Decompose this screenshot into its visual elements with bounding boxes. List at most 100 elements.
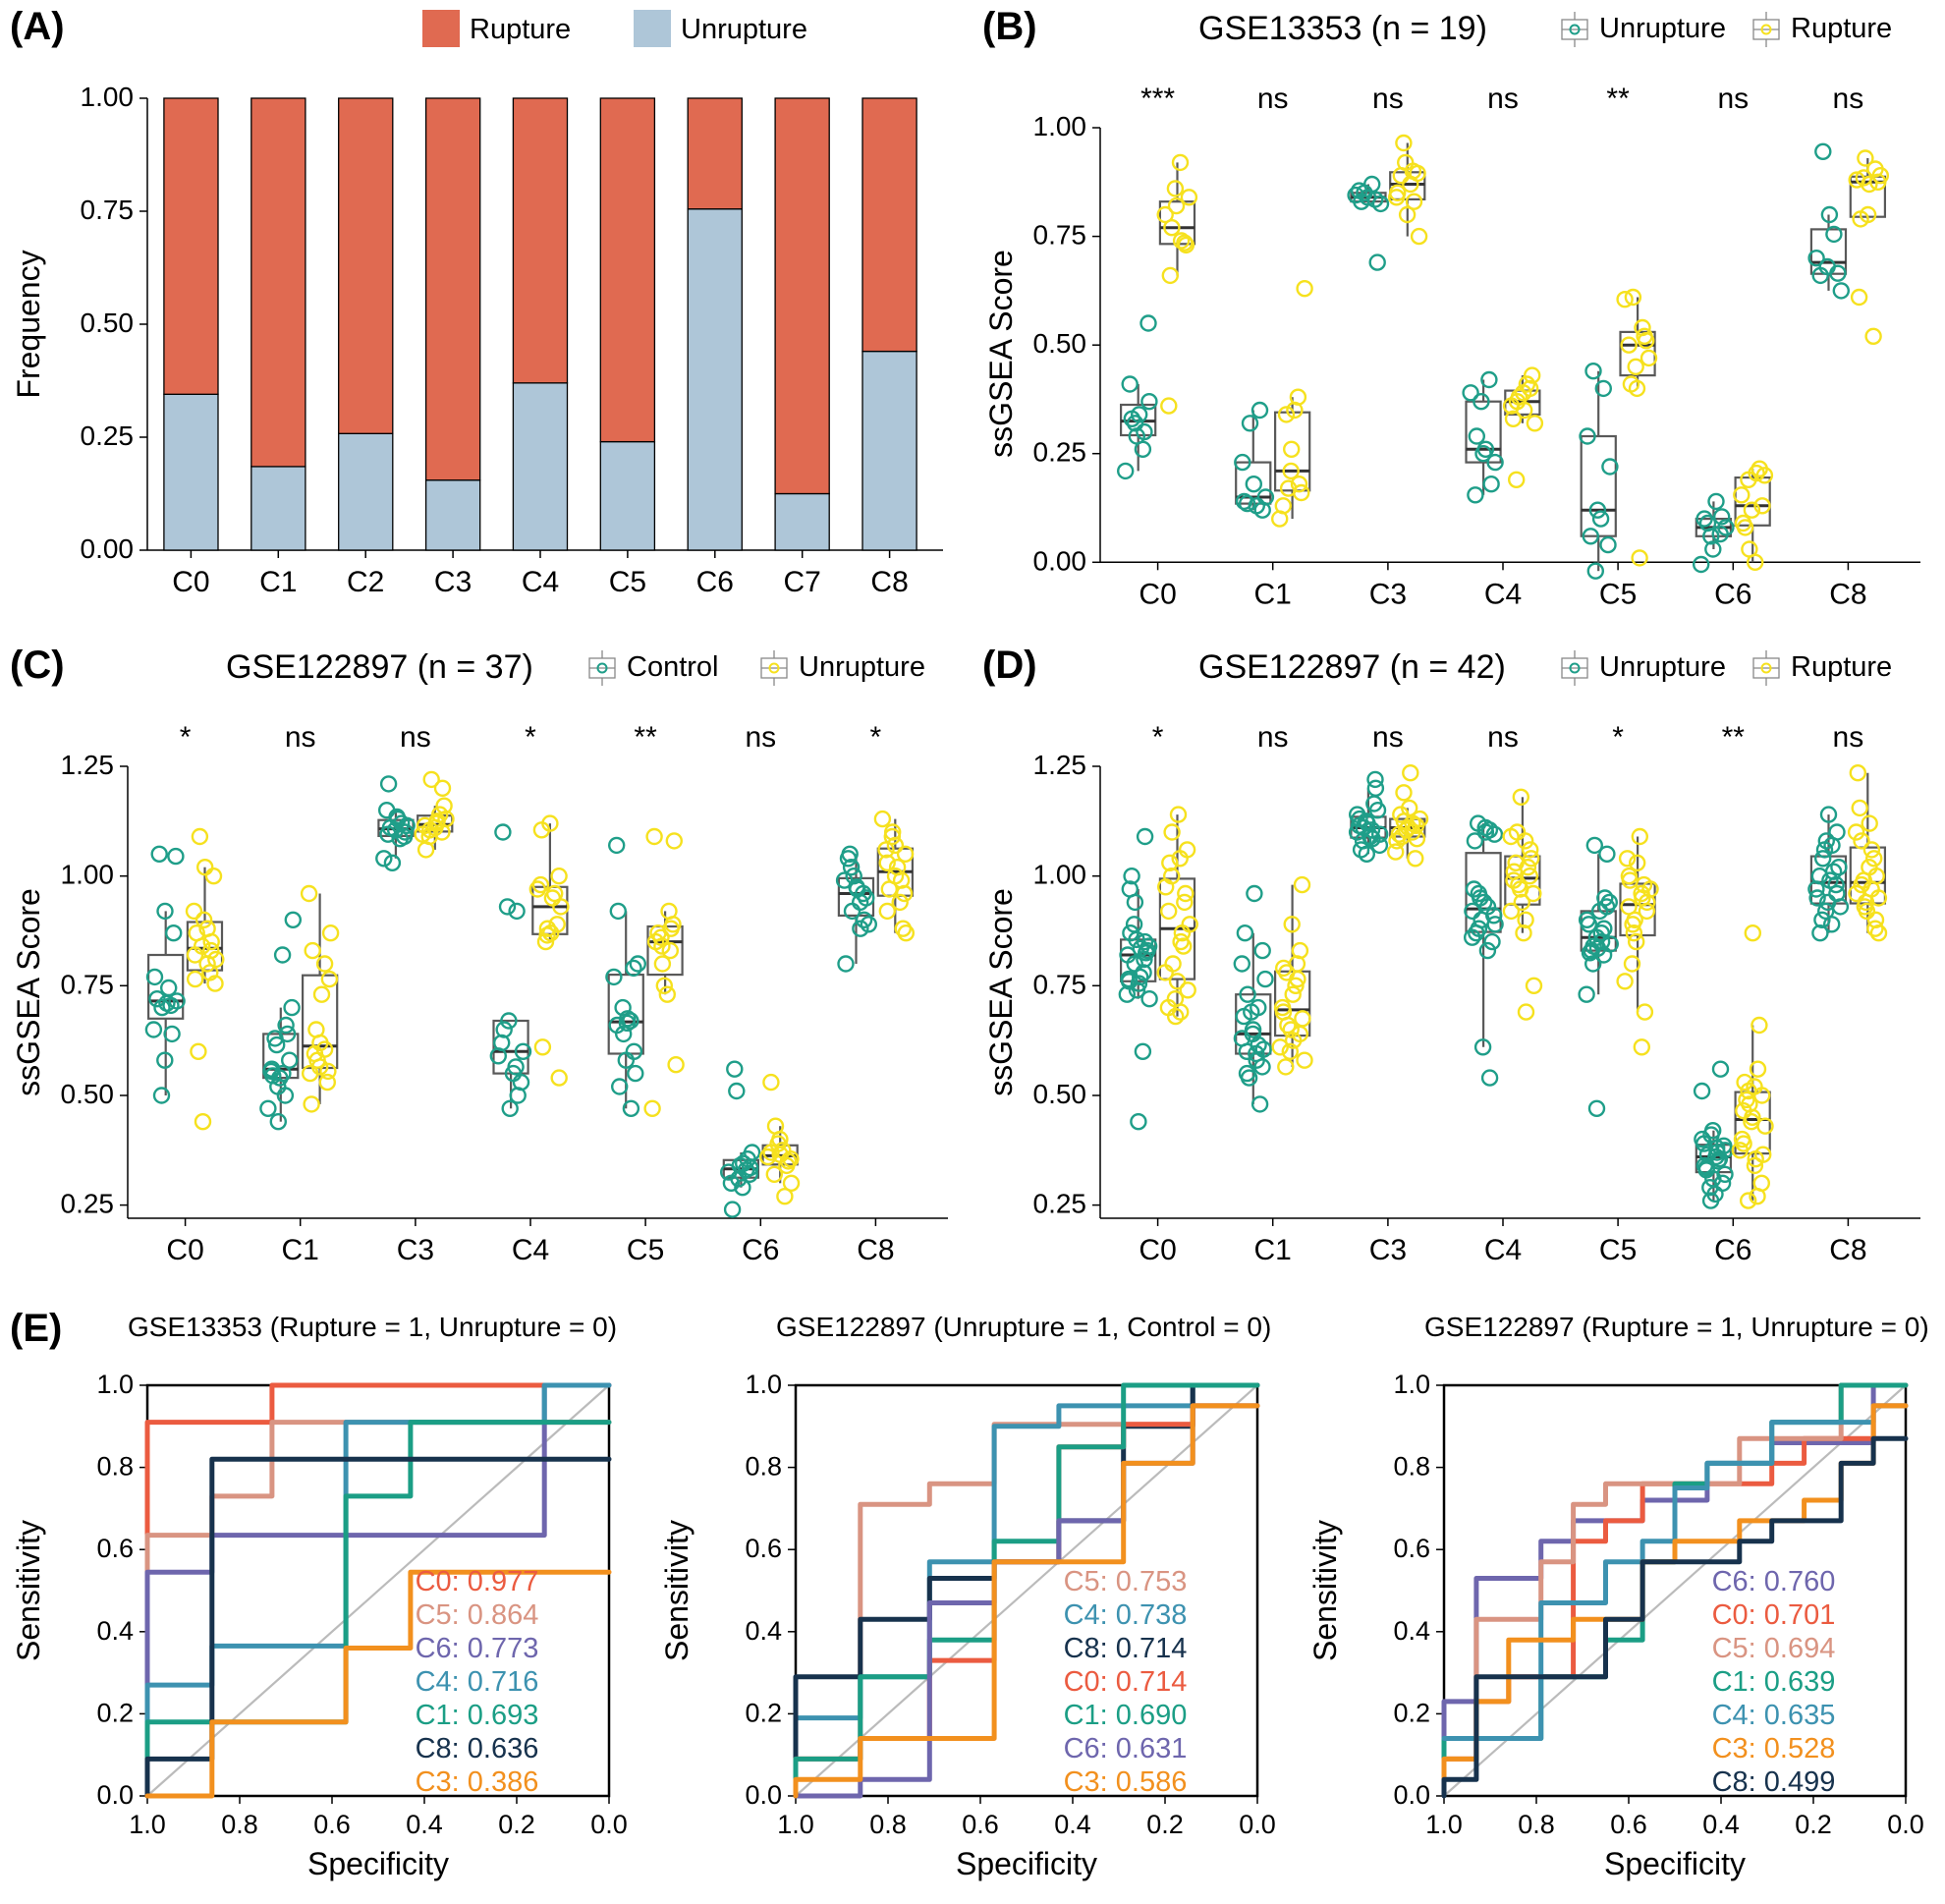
svg-text:ns: ns: [1833, 721, 1864, 754]
svg-text:C3: 0.528: C3: 0.528: [1712, 1733, 1836, 1764]
svg-text:0.25: 0.25: [1033, 437, 1087, 468]
svg-text:GSE122897 (Rupture = 1, Unrupt: GSE122897 (Rupture = 1, Unrupture = 0): [1424, 1312, 1929, 1342]
svg-text:0.00: 0.00: [1033, 545, 1087, 576]
svg-text:***: ***: [1140, 83, 1175, 115]
svg-text:ssGSEA Score: ssGSEA Score: [11, 888, 46, 1096]
svg-text:C1: C1: [282, 1234, 319, 1266]
svg-text:(C): (C): [10, 644, 65, 687]
svg-text:Unrupture: Unrupture: [799, 651, 925, 683]
svg-text:0.2: 0.2: [498, 1810, 535, 1839]
svg-text:1.0: 1.0: [1425, 1810, 1463, 1839]
svg-text:1.00: 1.00: [1033, 860, 1087, 890]
svg-text:C8: 0.636: C8: 0.636: [416, 1733, 539, 1764]
svg-text:1.0: 1.0: [745, 1370, 782, 1399]
svg-text:0.2: 0.2: [745, 1698, 782, 1727]
svg-text:C1: 0.690: C1: 0.690: [1064, 1700, 1188, 1731]
svg-text:0.0: 0.0: [1239, 1810, 1276, 1839]
svg-text:C1: C1: [259, 566, 297, 598]
svg-text:0.50: 0.50: [61, 1079, 115, 1109]
svg-text:0.4: 0.4: [1393, 1616, 1430, 1646]
svg-text:0.25: 0.25: [1033, 1189, 1087, 1219]
svg-text:C1: C1: [1254, 578, 1292, 610]
svg-text:C5: C5: [609, 566, 646, 598]
svg-text:*: *: [1612, 721, 1624, 754]
svg-text:GSE122897 (n = 42): GSE122897 (n = 42): [1198, 648, 1506, 686]
svg-text:0.0: 0.0: [590, 1810, 628, 1839]
svg-text:C6: 0.631: C6: 0.631: [1064, 1733, 1188, 1764]
svg-text:*: *: [525, 721, 536, 754]
svg-text:**: **: [1606, 83, 1630, 115]
svg-text:C5: C5: [1599, 1234, 1637, 1266]
svg-text:(D): (D): [982, 644, 1037, 687]
svg-text:C0: C0: [166, 1234, 203, 1266]
svg-text:C3: 0.386: C3: 0.386: [416, 1766, 539, 1798]
svg-text:1.25: 1.25: [61, 750, 115, 780]
svg-text:0.0: 0.0: [1393, 1780, 1430, 1810]
svg-text:ns: ns: [400, 721, 431, 754]
svg-text:C4: C4: [1484, 1234, 1522, 1266]
svg-text:0.8: 0.8: [869, 1810, 907, 1839]
svg-text:0.25: 0.25: [61, 1189, 115, 1219]
svg-text:C5: 0.864: C5: 0.864: [416, 1599, 539, 1631]
svg-text:C5: 0.753: C5: 0.753: [1064, 1566, 1188, 1597]
svg-text:1.00: 1.00: [61, 860, 115, 890]
svg-text:*: *: [870, 721, 882, 754]
svg-text:ssGSEA Score: ssGSEA Score: [983, 250, 1019, 458]
svg-text:ns: ns: [1487, 83, 1519, 115]
svg-text:C5: C5: [1599, 578, 1637, 610]
svg-text:Sensitivity: Sensitivity: [1307, 1520, 1343, 1661]
svg-text:C7: C7: [784, 566, 821, 598]
svg-text:C8: C8: [870, 566, 908, 598]
svg-text:C0: 0.701: C0: 0.701: [1712, 1599, 1836, 1631]
svg-text:0.6: 0.6: [1393, 1534, 1430, 1563]
svg-text:0.0: 0.0: [1887, 1810, 1924, 1839]
svg-text:0.8: 0.8: [221, 1810, 258, 1839]
svg-text:Specificity: Specificity: [1604, 1846, 1746, 1881]
svg-text:0.8: 0.8: [1393, 1452, 1430, 1482]
svg-text:ns: ns: [1257, 721, 1289, 754]
svg-text:GSE122897 (n = 37): GSE122897 (n = 37): [226, 648, 533, 686]
svg-text:ns: ns: [1372, 83, 1404, 115]
svg-text:Specificity: Specificity: [956, 1846, 1097, 1881]
svg-text:0.50: 0.50: [1033, 1079, 1087, 1109]
svg-text:Rupture: Rupture: [470, 14, 571, 45]
svg-text:ns: ns: [1833, 83, 1864, 115]
svg-text:Sensitivity: Sensitivity: [659, 1520, 695, 1661]
svg-text:C6: 0.760: C6: 0.760: [1712, 1566, 1836, 1597]
svg-text:0.2: 0.2: [1795, 1810, 1832, 1839]
svg-text:0.0: 0.0: [96, 1780, 134, 1810]
svg-text:1.0: 1.0: [96, 1370, 134, 1399]
svg-text:GSE13353 (n = 19): GSE13353 (n = 19): [1198, 10, 1487, 47]
svg-text:0.75: 0.75: [61, 969, 115, 999]
svg-text:Control: Control: [627, 651, 719, 683]
svg-text:0.75: 0.75: [1033, 969, 1087, 999]
svg-text:ssGSEA Score: ssGSEA Score: [983, 888, 1019, 1096]
svg-text:C0: C0: [1139, 578, 1176, 610]
svg-text:C4: C4: [512, 1234, 549, 1266]
svg-text:GSE122897 (Unrupture = 1, Cont: GSE122897 (Unrupture = 1, Control = 0): [776, 1312, 1271, 1342]
svg-text:ns: ns: [285, 721, 316, 754]
svg-text:**: **: [1722, 721, 1746, 754]
svg-text:C8: C8: [1829, 1234, 1866, 1266]
svg-text:C3: C3: [1369, 1234, 1407, 1266]
svg-text:*: *: [180, 721, 192, 754]
svg-text:Rupture: Rupture: [1791, 13, 1892, 44]
svg-text:C0: C0: [172, 566, 209, 598]
svg-text:C6: C6: [696, 566, 734, 598]
svg-text:C5: 0.694: C5: 0.694: [1712, 1633, 1836, 1664]
svg-text:Sensitivity: Sensitivity: [11, 1520, 46, 1661]
svg-text:0.75: 0.75: [1033, 220, 1087, 251]
svg-text:C4: C4: [522, 566, 559, 598]
svg-text:Specificity: Specificity: [307, 1846, 449, 1881]
svg-text:C3: C3: [434, 566, 472, 598]
svg-text:0.4: 0.4: [1702, 1810, 1740, 1839]
svg-text:*: *: [1152, 721, 1164, 754]
svg-text:**: **: [634, 721, 657, 754]
svg-text:C4: 0.738: C4: 0.738: [1064, 1599, 1188, 1631]
svg-text:0.25: 0.25: [81, 420, 135, 451]
svg-text:0.6: 0.6: [745, 1534, 782, 1563]
svg-text:Rupture: Rupture: [1791, 651, 1892, 683]
svg-text:0.8: 0.8: [745, 1452, 782, 1482]
svg-text:C0: C0: [1139, 1234, 1176, 1266]
svg-text:C8: 0.499: C8: 0.499: [1712, 1766, 1836, 1798]
